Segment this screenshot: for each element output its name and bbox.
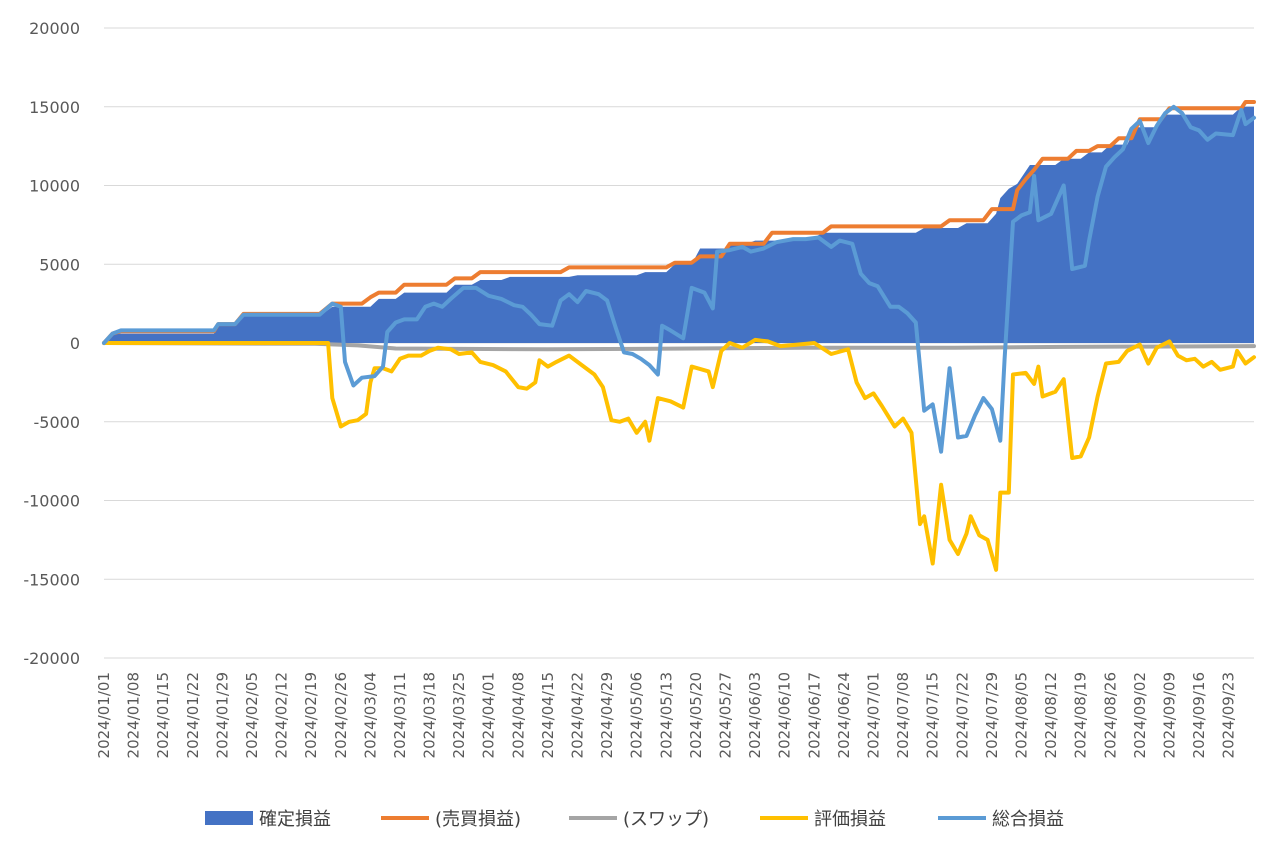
y-tick-label: -10000	[23, 492, 80, 511]
x-tick-label: 2024/06/17	[805, 672, 823, 758]
series-line-4	[102, 104, 1256, 454]
x-tick-label: 2024/08/19	[1072, 672, 1090, 758]
x-tick-label: 2024/05/06	[628, 672, 646, 758]
x-tick-label: 2024/04/29	[598, 672, 616, 758]
legend-swatch-0	[205, 811, 253, 825]
x-tick-label: 2024/08/26	[1101, 672, 1119, 758]
series-line-3	[102, 337, 1256, 572]
x-tick-label: 2024/05/27	[717, 672, 735, 758]
x-tick-label: 2024/05/13	[657, 672, 675, 758]
x-tick-label: 2024/06/10	[776, 672, 794, 758]
x-tick-label: 2024/01/01	[95, 672, 113, 758]
x-tick-label: 2024/09/09	[1160, 672, 1178, 758]
x-tick-label: 2024/06/03	[746, 672, 764, 758]
x-tick-label: 2024/05/20	[687, 672, 705, 758]
y-tick-label: 5000	[39, 255, 80, 274]
x-axis-tick-labels: 2024/01/01 2024/01/08 2024/01/15 2024/01/22…	[95, 672, 1238, 758]
y-tick-label: 20000	[29, 19, 80, 38]
series-area-0	[104, 106, 1254, 343]
x-tick-label: 2024/06/24	[835, 672, 853, 758]
y-tick-label: 15000	[29, 98, 80, 117]
legend-label-0: 確定損益	[259, 809, 331, 830]
x-tick-label: 2024/03/04	[361, 672, 379, 758]
x-tick-label: 2024/02/19	[302, 672, 320, 758]
x-tick-label: 2024/02/26	[332, 672, 350, 758]
legend-label-4: 総合損益	[992, 809, 1064, 830]
x-tick-label: 2024/09/16	[1190, 672, 1208, 758]
x-tick-label: 2024/07/29	[983, 672, 1001, 758]
series-line-1	[102, 100, 1256, 345]
y-tick-label: 10000	[29, 177, 80, 196]
x-tick-label: 2024/08/05	[1012, 672, 1030, 758]
legend-label-3: 評価損益	[814, 809, 886, 830]
x-tick-label: 2024/01/08	[125, 672, 143, 758]
y-tick-label: -15000	[23, 570, 80, 589]
x-tick-label: 2024/04/15	[539, 672, 557, 758]
x-tick-label: 2024/09/02	[1131, 672, 1149, 758]
y-axis-tick-labels: 20000 15000 10000 5000 0 -5000 -10000 -15000 -20…	[23, 19, 80, 668]
x-tick-label: 2024/03/25	[450, 672, 468, 758]
x-tick-label: 2024/07/01	[864, 672, 882, 758]
legend-label-2: (スワップ)	[623, 809, 709, 830]
x-tick-label: 2024/08/12	[1042, 672, 1060, 758]
y-tick-label: -5000	[34, 413, 81, 432]
x-tick-label: 2024/07/08	[894, 672, 912, 758]
line-series-layer	[102, 100, 1256, 572]
x-tick-label: 2024/04/01	[480, 672, 498, 758]
legend: 確定損益 (売買損益) (スワップ) 評価損益 総合損益	[205, 809, 1064, 830]
legend-label-1: (売買損益)	[435, 809, 521, 830]
x-tick-label: 2024/02/05	[243, 672, 261, 758]
x-tick-label: 2024/01/29	[213, 672, 231, 758]
area-series-layer	[104, 106, 1254, 343]
x-tick-label: 2024/07/22	[953, 672, 971, 758]
x-tick-label: 2024/03/18	[421, 672, 439, 758]
x-tick-label: 2024/04/22	[569, 672, 587, 758]
x-tick-label: 2024/04/08	[509, 672, 527, 758]
x-tick-label: 2024/03/11	[391, 672, 409, 758]
x-tick-label: 2024/07/15	[924, 672, 942, 758]
x-tick-label: 2024/09/23	[1220, 672, 1238, 758]
x-tick-label: 2024/01/15	[154, 672, 172, 758]
x-tick-label: 2024/01/22	[184, 672, 202, 758]
y-tick-label: -20000	[23, 649, 80, 668]
y-tick-label: 0	[70, 334, 80, 353]
x-tick-label: 2024/02/12	[273, 672, 291, 758]
